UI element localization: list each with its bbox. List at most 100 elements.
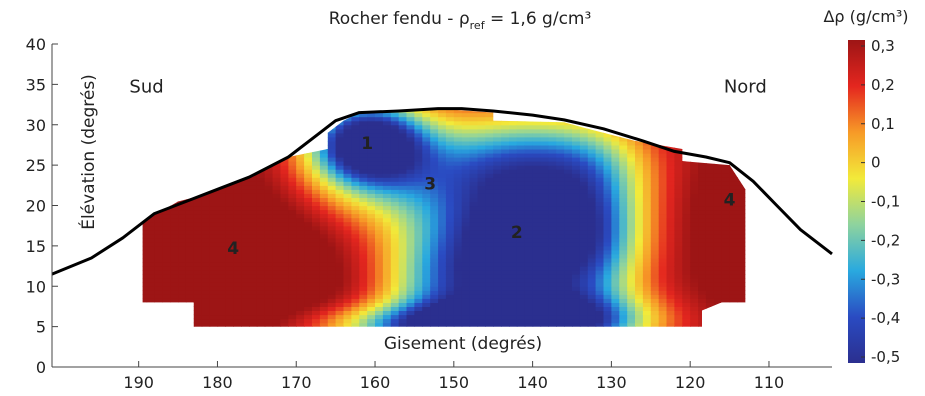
heatmap-cell [304,165,313,170]
heatmap-cell [579,318,589,324]
heatmap-cell [256,282,266,287]
heatmap-cell [359,274,368,279]
heatmap-cell [406,294,415,299]
heatmap-cell [249,108,258,110]
heatmap-cell [469,318,479,324]
heatmap-cell [146,286,155,291]
heatmap-cell [264,157,274,162]
heatmap-cell [304,177,313,182]
heatmap-cell [493,124,502,130]
heatmap-cell [579,278,589,283]
heatmap-cell [445,161,455,166]
heatmap-cell [532,258,542,263]
heatmap-cell [666,270,675,275]
heatmap-cell [280,258,289,263]
heatmap-cell [532,157,542,162]
heatmap-cell [185,253,195,259]
heatmap-cell [256,241,266,247]
heatmap-cell [142,302,148,307]
heatmap-cell [142,249,148,255]
heatmap-cell [217,258,226,263]
heatmap-cell [477,217,486,223]
heatmap-cell [721,209,731,215]
heatmap-cell [690,165,699,170]
heatmap-cell [635,144,644,150]
heatmap-cell [154,124,163,130]
heatmap-cell [249,201,258,207]
heatmap-cell [461,286,471,291]
heatmap-cell [296,318,305,324]
heatmap-cell [312,249,321,255]
heatmap-cell [288,193,297,198]
heatmap-cell [233,213,242,219]
heatmap-cell [642,237,652,243]
heatmap-cell [146,132,155,138]
heatmap-cell [178,108,187,110]
heatmap-cell [682,327,691,332]
heatmap-cell [501,237,510,243]
heatmap-cell [595,116,605,122]
heatmap-cell [312,193,321,198]
heatmap-cell [642,306,652,311]
heatmap-cell [572,282,581,287]
heatmap-cell [469,253,479,259]
heatmap-cell [438,322,447,327]
heatmap-cell [256,108,266,110]
heatmap-cell [193,286,203,291]
heatmap-cell [201,136,211,142]
heatmap-cell [698,193,707,198]
heatmap-cell [650,193,660,198]
heatmap-cell [185,318,195,324]
heatmap-cell [265,327,274,332]
heatmap-cell [517,101,526,106]
heatmap-cell [194,101,203,106]
heatmap-cell [548,249,557,255]
heatmap-cell [540,233,549,239]
heatmap-cell [698,302,707,307]
heatmap-cell [469,286,479,291]
heatmap-cell [682,270,691,275]
heatmap-cell [390,233,400,239]
heatmap-cell [241,318,250,324]
heatmap-cell [705,294,715,299]
heatmap-cell [304,318,313,324]
heatmap-cell [477,286,486,291]
heatmap-cell [461,310,471,316]
heatmap-cell [390,274,400,279]
heatmap-cell [225,136,234,142]
heatmap-cell [619,221,628,227]
heatmap-cell [721,193,731,198]
heatmap-cell [453,149,463,154]
heatmap-cell [241,108,250,110]
heatmap-cell [375,245,384,251]
heatmap-cell [619,209,628,215]
heatmap-cell [288,327,297,332]
heatmap-cell [406,286,415,291]
heatmap-cell [493,112,502,118]
heatmap-cell [603,274,612,279]
heatmap-cell [209,310,219,316]
heatmap-cell [705,161,715,166]
heatmap-cell [611,221,620,227]
heatmap-cell [280,282,289,287]
heatmap-cell [162,161,171,166]
heatmap-cell [713,189,723,194]
heatmap-cell [142,229,148,235]
heatmap-cell [690,310,699,316]
colorbar-tick-label: -0,3 [871,270,900,288]
heatmap-cell [509,266,518,271]
heatmap-cell [658,245,668,251]
heatmap-cell [162,201,171,207]
heatmap-cell [406,120,415,126]
heatmap-cell [532,298,542,303]
heatmap-cell [445,116,455,122]
heatmap-cell [233,306,242,311]
heatmap-cell [540,177,549,182]
heatmap-cell [509,120,518,126]
heatmap-cell [170,185,179,190]
heatmap-cell [288,169,297,174]
heatmap-cell [627,310,636,316]
heatmap-cell [296,101,305,106]
y-tick-label: 10 [26,277,46,296]
heatmap-cell [327,241,337,247]
